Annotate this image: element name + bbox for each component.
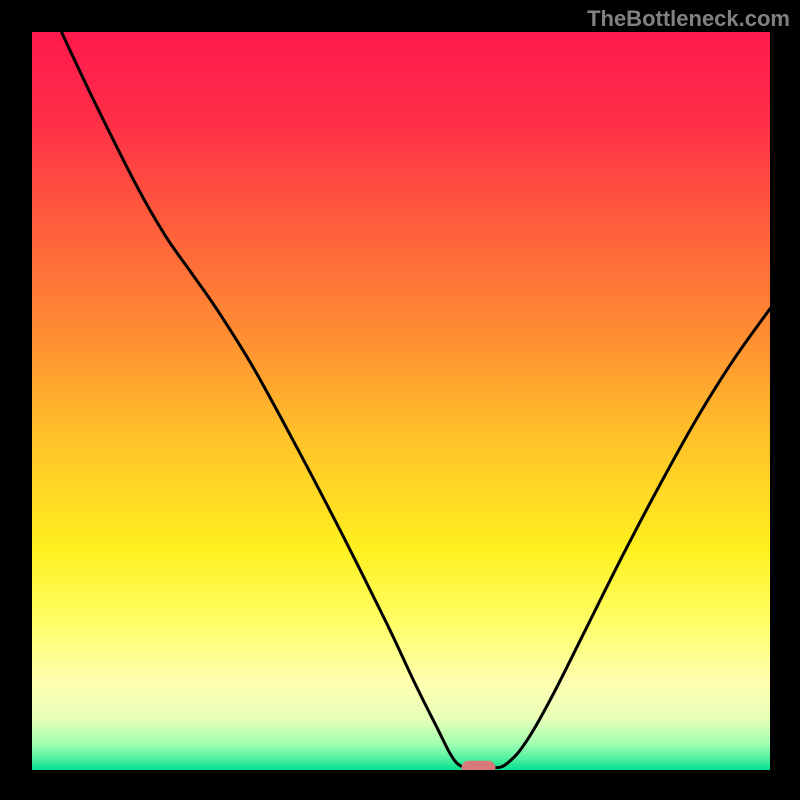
plot-area — [32, 32, 770, 770]
chart-container: TheBottleneck.com — [0, 0, 800, 800]
gradient-background — [32, 32, 770, 770]
watermark-text: TheBottleneck.com — [587, 6, 790, 32]
optimal-marker — [461, 761, 495, 770]
chart-svg — [32, 32, 770, 770]
